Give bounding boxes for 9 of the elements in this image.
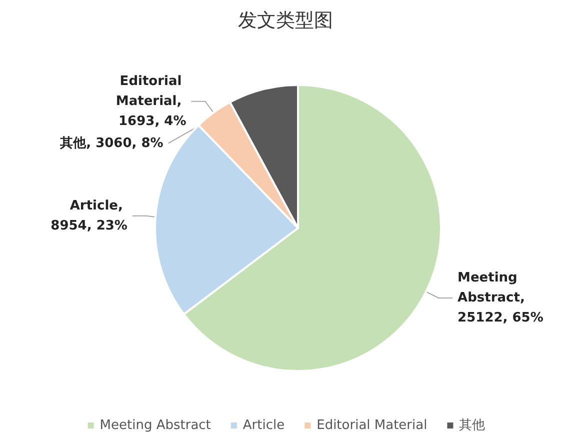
legend-label: Meeting Abstract: [100, 418, 211, 433]
data-label: 其他, 3060, 8%: [59, 136, 164, 151]
data-label: Meeting Abstract, 25122, 65%: [458, 270, 544, 326]
data-label: Editorial Material, 1693, 4%: [116, 74, 186, 129]
legend-label: 其他: [459, 418, 486, 433]
chart-title: 发文类型图: [238, 10, 333, 32]
legend-label: Article: [242, 418, 285, 433]
data-label: Article, 8954, 23%: [50, 198, 128, 234]
legend-label: Editorial Material: [316, 418, 428, 433]
